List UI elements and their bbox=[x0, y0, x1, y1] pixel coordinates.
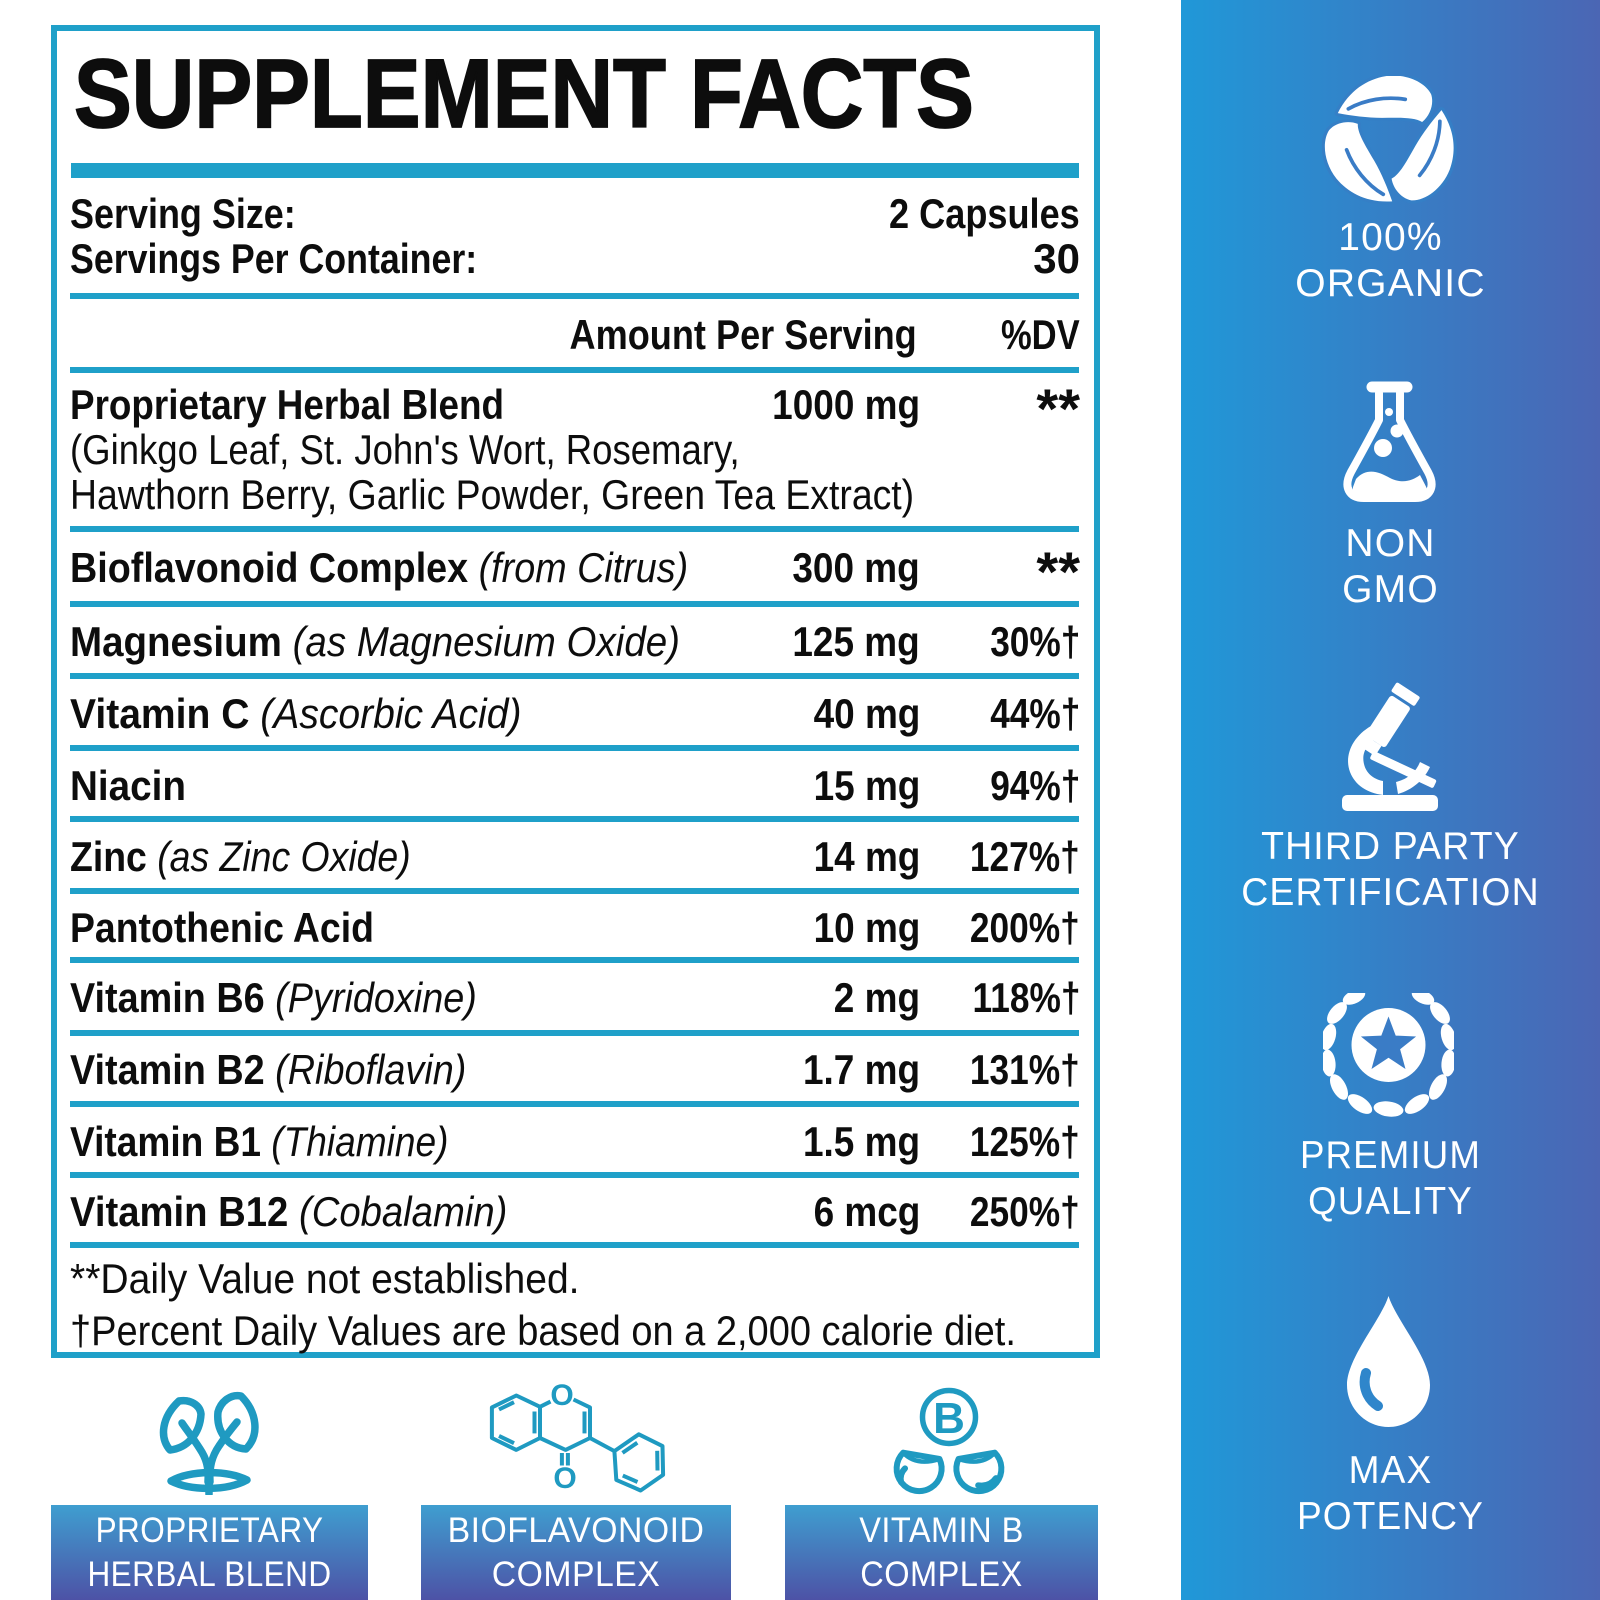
svg-text:O: O bbox=[550, 1381, 573, 1412]
svg-text:B: B bbox=[933, 1394, 965, 1443]
svg-text:O: O bbox=[553, 1462, 576, 1494]
